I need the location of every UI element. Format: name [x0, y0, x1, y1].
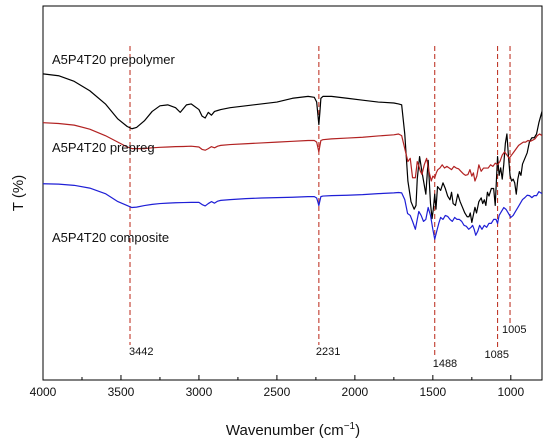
peak-label: 2231: [316, 346, 340, 358]
x-axis-label: Wavenumber (cm−1): [226, 421, 360, 439]
series-label-prepolymer: A5P4T20 prepolymer: [52, 52, 176, 67]
reference-lines: [129, 46, 511, 358]
peak-label: 1085: [485, 349, 509, 361]
peak-labels: 3442 2231 1488 1085 1005: [129, 324, 527, 370]
series-label-prepreg: A5P4T20 prepreg: [52, 140, 155, 155]
x-axis-ticks: 4000 3500 3000 2500 2000 1500 1000: [30, 375, 524, 399]
series-label-composite: A5P4T20 composite: [52, 230, 169, 245]
y-axis-label: T (%): [10, 175, 27, 211]
x-tick-label: 4000: [30, 385, 57, 399]
x-tick-label: 1000: [497, 385, 524, 399]
series-layer: [43, 73, 542, 240]
series-line-1: [43, 122, 542, 182]
x-axis-label-main: Wavenumber (cm: [226, 422, 344, 439]
series-line-0: [43, 73, 542, 223]
x-tick-label: 3500: [108, 385, 135, 399]
x-tick-label: 3000: [186, 385, 213, 399]
x-tick-label: 2000: [342, 385, 369, 399]
peak-label: 3442: [129, 346, 153, 358]
x-tick-label: 2500: [264, 385, 291, 399]
x-axis-label-superscript: −1: [344, 421, 356, 432]
peak-label: 1488: [433, 358, 457, 370]
peak-label: 1005: [502, 324, 526, 336]
series-line-2: [43, 183, 542, 240]
x-tick-label: 1500: [419, 385, 446, 399]
x-axis-label-close: ): [355, 422, 360, 439]
